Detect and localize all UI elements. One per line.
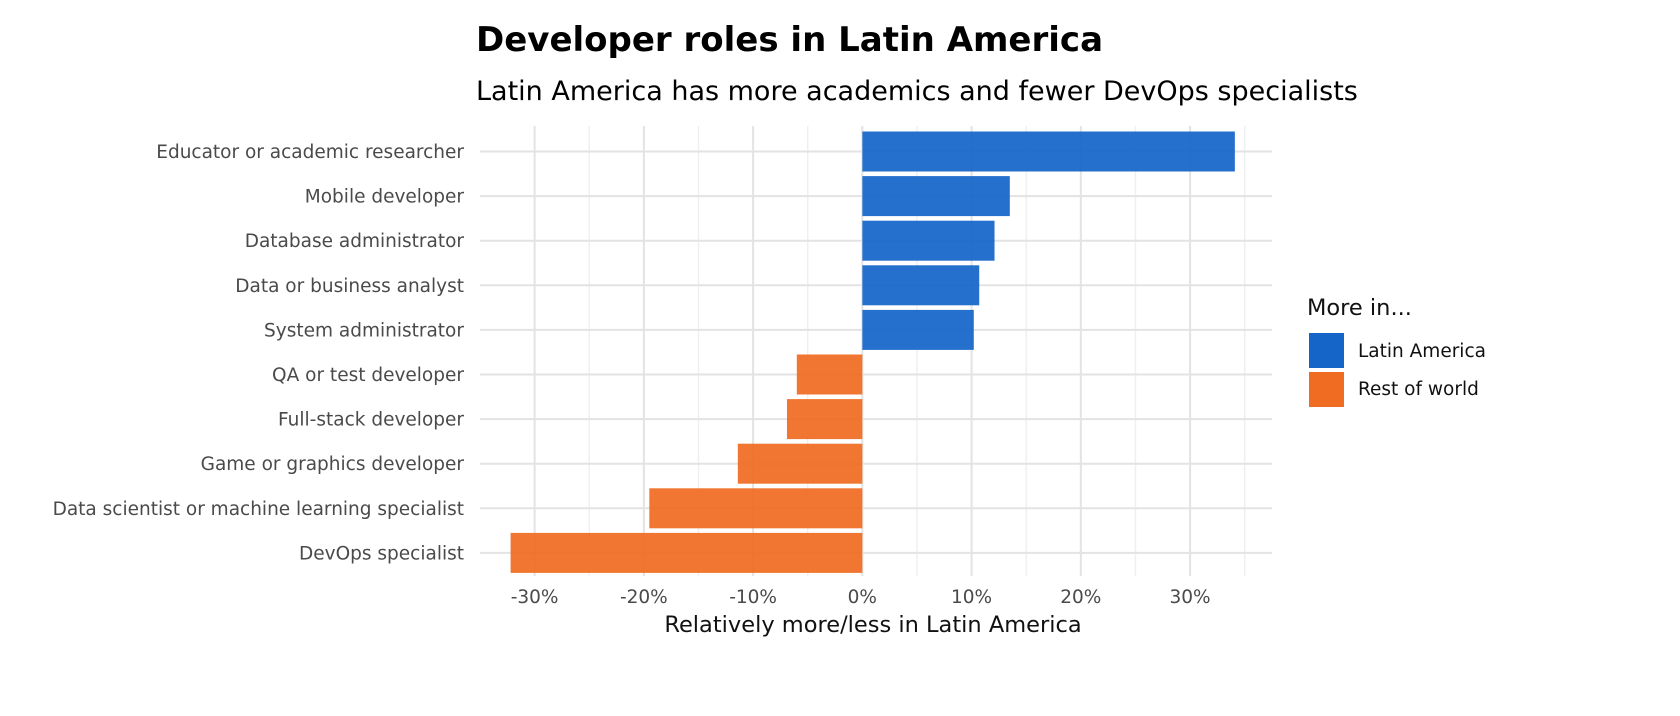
- x-tick-label: -10%: [729, 587, 777, 608]
- bar: [737, 443, 863, 484]
- legend: More in... Latin America Rest of world: [1307, 295, 1486, 407]
- bar: [786, 399, 863, 440]
- category-label: DevOps specialist: [299, 543, 464, 564]
- bar: [862, 131, 1235, 172]
- category-label: Database administrator: [245, 231, 465, 252]
- chart-title: Developer roles in Latin America: [476, 20, 1103, 60]
- chart-subtitle: Latin America has more academics and few…: [476, 76, 1358, 107]
- category-label: Mobile developer: [305, 187, 465, 208]
- x-tick-label: 30%: [1170, 587, 1211, 608]
- bar: [862, 309, 974, 350]
- legend-swatch-latin-america: [1309, 333, 1344, 368]
- category-label: QA or test developer: [272, 365, 464, 386]
- legend-label-rest-of-world: Rest of world: [1358, 379, 1479, 400]
- category-labels: Educator or academic researcher Mobile de…: [53, 142, 465, 564]
- bar: [796, 354, 863, 395]
- legend-swatch-rest-of-world: [1309, 372, 1344, 407]
- x-tick-label: 10%: [951, 587, 992, 608]
- bar: [862, 220, 995, 261]
- bar: [649, 488, 863, 529]
- category-label: Game or graphics developer: [201, 454, 465, 475]
- bars: [510, 131, 1235, 573]
- bar: [510, 532, 863, 573]
- x-tick-label: 0%: [848, 587, 877, 608]
- category-label: System administrator: [264, 320, 464, 341]
- category-label: Educator or academic researcher: [156, 142, 464, 163]
- category-label: Full-stack developer: [278, 410, 464, 431]
- x-tick-label: -30%: [511, 587, 559, 608]
- bar: [862, 265, 980, 306]
- x-axis-title: Relatively more/less in Latin America: [664, 612, 1081, 638]
- legend-label-latin-america: Latin America: [1358, 341, 1486, 362]
- x-tick-label: -20%: [620, 587, 668, 608]
- category-label: Data scientist or machine learning speci…: [53, 499, 464, 520]
- x-tick-labels: -30% -20% -10% 0% 10% 20% 30%: [511, 587, 1211, 608]
- legend-title: More in...: [1307, 295, 1412, 321]
- x-tick-label: 20%: [1060, 587, 1101, 608]
- bar: [862, 176, 1010, 217]
- category-label: Data or business analyst: [235, 276, 464, 297]
